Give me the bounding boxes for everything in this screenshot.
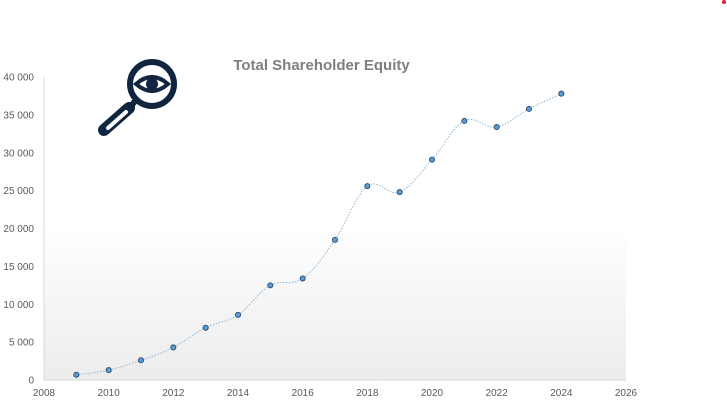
y-tick-label: 0 [28, 376, 34, 387]
data-point [267, 282, 274, 289]
data-point [526, 105, 533, 112]
x-tick-label: 2024 [550, 388, 573, 399]
y-tick-label: 20 000 [3, 224, 34, 235]
x-tick-label: 2008 [33, 388, 56, 399]
data-point [558, 90, 565, 97]
data-point [461, 117, 468, 124]
magnifier-eye-icon [98, 59, 177, 136]
data-point [396, 189, 403, 196]
y-tick-label: 10 000 [3, 300, 34, 311]
y-tick-label: 5 000 [9, 338, 34, 349]
x-tick-label: 2018 [356, 388, 379, 399]
data-point [105, 367, 112, 374]
corner-dot-icon [722, 0, 726, 4]
x-tick-label: 2026 [615, 388, 638, 399]
data-point [137, 357, 144, 364]
tick-labels: 2008 2010 2012 2014 2016 2018 2020 2022 2024 2026… [3, 73, 637, 400]
data-point [331, 236, 338, 243]
series-line [76, 93, 562, 376]
data-point [364, 183, 371, 190]
axes [43, 77, 626, 381]
x-tick-label: 2020 [421, 388, 444, 399]
x-tick-label: 2010 [98, 388, 121, 399]
y-tick-label: 40 000 [3, 73, 34, 84]
x-tick-label: 2016 [292, 388, 315, 399]
chart-title: Total Shareholder Equity [233, 57, 410, 74]
data-point [299, 275, 306, 282]
x-tick-label: 2014 [227, 388, 250, 399]
y-tick-label: 30 000 [3, 148, 34, 159]
data-point [234, 311, 241, 318]
data-series [73, 90, 565, 378]
data-point [493, 123, 500, 130]
y-tick-label: 15 000 [3, 262, 34, 273]
data-point [202, 324, 209, 331]
data-point [73, 371, 80, 378]
data-point [428, 156, 435, 163]
plot-area-background [44, 225, 626, 380]
x-tick-label: 2012 [162, 388, 185, 399]
y-tick-label: 25 000 [3, 186, 34, 197]
data-point [170, 344, 177, 351]
y-tick-label: 35 000 [3, 110, 34, 121]
x-tick-label: 2022 [486, 388, 509, 399]
